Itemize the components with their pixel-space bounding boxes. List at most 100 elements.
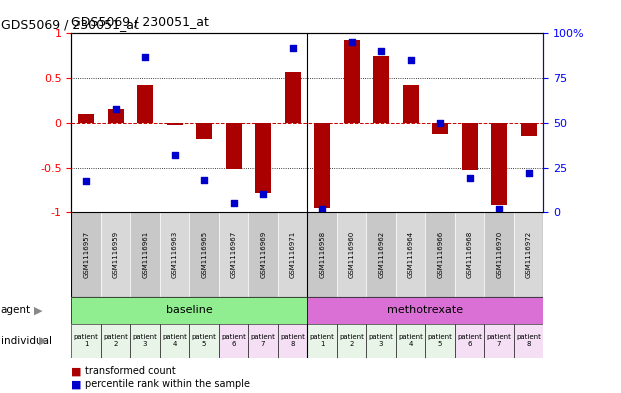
Bar <box>107 109 124 123</box>
Text: ■: ■ <box>71 379 82 389</box>
Text: GSM1116961: GSM1116961 <box>142 231 148 278</box>
Text: GSM1116958: GSM1116958 <box>319 231 325 278</box>
Text: GSM1116957: GSM1116957 <box>83 231 89 278</box>
Bar <box>520 123 537 136</box>
Text: GSM1116963: GSM1116963 <box>171 231 178 278</box>
Bar <box>248 324 278 358</box>
Text: GDS5069 / 230051_at: GDS5069 / 230051_at <box>71 15 209 28</box>
Bar <box>307 324 337 358</box>
Bar <box>196 123 212 139</box>
Text: patient
7: patient 7 <box>487 334 512 347</box>
Point <box>376 48 386 54</box>
Bar <box>455 324 484 358</box>
Bar <box>514 324 543 358</box>
Point <box>111 105 120 112</box>
Text: ▶: ▶ <box>34 305 43 316</box>
Text: GSM1116970: GSM1116970 <box>496 231 502 278</box>
Bar <box>166 123 183 125</box>
Bar <box>343 40 360 123</box>
Bar <box>307 212 337 297</box>
Point <box>317 206 327 212</box>
Point <box>170 152 179 158</box>
Text: patient
7: patient 7 <box>251 334 276 347</box>
Bar <box>130 324 160 358</box>
Bar <box>248 212 278 297</box>
Bar <box>71 297 307 324</box>
Bar <box>337 324 366 358</box>
Bar <box>337 212 366 297</box>
Bar <box>160 212 189 297</box>
Point <box>465 175 474 182</box>
Bar <box>455 212 484 297</box>
Bar <box>284 72 301 123</box>
Bar <box>461 123 478 170</box>
Text: GSM1116967: GSM1116967 <box>230 231 237 278</box>
Point <box>288 44 297 51</box>
Text: GSM1116968: GSM1116968 <box>466 231 473 278</box>
Bar <box>373 56 389 123</box>
Bar <box>432 123 448 134</box>
Point <box>347 39 356 46</box>
Bar <box>491 123 507 205</box>
Text: patient
1: patient 1 <box>74 334 99 347</box>
Bar <box>366 324 396 358</box>
Text: GDS5069 / 230051_at: GDS5069 / 230051_at <box>1 18 139 31</box>
Bar <box>219 324 248 358</box>
Text: patient
5: patient 5 <box>192 334 217 347</box>
Text: patient
8: patient 8 <box>280 334 305 347</box>
Bar <box>71 212 101 297</box>
Point <box>199 177 209 183</box>
Text: GSM1116959: GSM1116959 <box>112 231 119 278</box>
Text: patient
2: patient 2 <box>103 334 128 347</box>
Text: patient
5: patient 5 <box>428 334 453 347</box>
Text: baseline: baseline <box>166 305 213 316</box>
Text: GSM1116960: GSM1116960 <box>348 231 355 278</box>
Text: patient
4: patient 4 <box>398 334 423 347</box>
Text: individual: individual <box>1 336 52 346</box>
Bar <box>314 123 330 208</box>
Bar <box>484 324 514 358</box>
Bar <box>137 85 153 123</box>
Bar <box>101 324 130 358</box>
Text: patient
4: patient 4 <box>162 334 187 347</box>
Bar <box>130 212 160 297</box>
Bar <box>366 212 396 297</box>
Text: patient
2: patient 2 <box>339 334 364 347</box>
Bar <box>101 212 130 297</box>
Bar <box>425 212 455 297</box>
Bar <box>514 212 543 297</box>
Bar <box>189 212 219 297</box>
Text: patient
6: patient 6 <box>457 334 482 347</box>
Point <box>494 206 504 212</box>
Point <box>435 119 445 126</box>
Text: ▶: ▶ <box>39 336 48 346</box>
Text: patient
6: patient 6 <box>221 334 246 347</box>
Text: patient
3: patient 3 <box>369 334 394 347</box>
Bar <box>278 324 307 358</box>
Bar <box>219 212 248 297</box>
Text: GSM1116971: GSM1116971 <box>289 231 296 278</box>
Bar <box>71 324 101 358</box>
Bar <box>425 324 455 358</box>
Bar <box>160 324 189 358</box>
Text: percentile rank within the sample: percentile rank within the sample <box>85 379 250 389</box>
Text: GSM1116966: GSM1116966 <box>437 231 443 278</box>
Bar <box>255 123 271 193</box>
Text: GSM1116965: GSM1116965 <box>201 231 207 278</box>
Text: patient
3: patient 3 <box>133 334 158 347</box>
Point <box>406 57 415 63</box>
Bar <box>402 85 419 123</box>
Text: GSM1116962: GSM1116962 <box>378 231 384 278</box>
Bar <box>78 114 94 123</box>
Text: transformed count: transformed count <box>85 366 176 376</box>
Bar <box>484 212 514 297</box>
Bar <box>396 324 425 358</box>
Bar <box>396 212 425 297</box>
Text: methotrexate: methotrexate <box>388 305 463 316</box>
Point <box>229 200 238 206</box>
Bar <box>189 324 219 358</box>
Text: patient
8: patient 8 <box>516 334 541 347</box>
Point <box>140 53 150 60</box>
Text: patient
1: patient 1 <box>310 334 335 347</box>
Bar <box>307 297 543 324</box>
